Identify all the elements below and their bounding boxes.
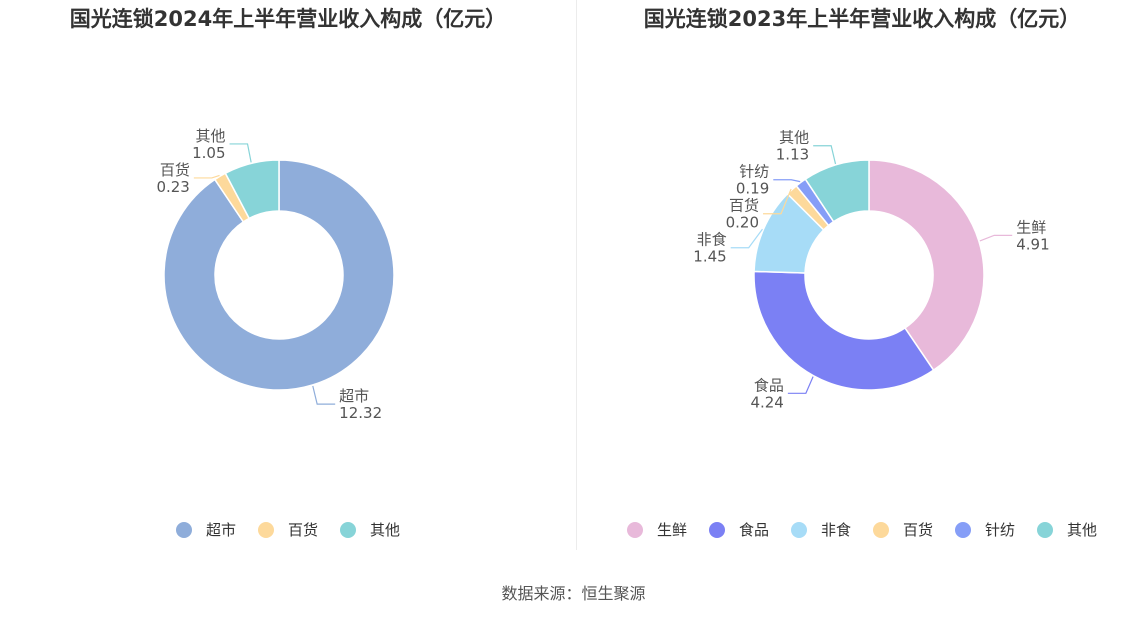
legend-item-生鲜[interactable]: 生鲜 <box>626 519 687 540</box>
slice-label-name: 食品 <box>754 376 784 394</box>
slice-label-value: 0.19 <box>736 180 769 198</box>
legend-dot-icon <box>873 521 889 538</box>
legend-item-其他[interactable]: 其他 <box>1037 519 1097 540</box>
chart-title: 国光连锁2023年上半年营业收入构成（亿元） <box>643 7 1081 31</box>
legend-dot-icon <box>1037 521 1054 538</box>
legend-label: 其他 <box>1067 521 1098 539</box>
panel-divider <box>576 0 577 550</box>
legend-dot-icon <box>257 521 274 538</box>
chart-legend: 生鲜 食品 非食 百货 针纺 其他 <box>577 519 1147 540</box>
label-line-其他 <box>229 143 252 163</box>
legend-label: 百货 <box>903 521 934 539</box>
label-line-百货 <box>193 174 220 179</box>
label-line-食品 <box>787 376 814 394</box>
label-line-针纺 <box>773 179 801 183</box>
legend-label: 非食 <box>820 521 851 539</box>
legend-label: 生鲜 <box>656 521 687 539</box>
legend-label: 百货 <box>287 521 318 539</box>
legend-label: 其他 <box>370 521 401 539</box>
legend-item-针纺[interactable]: 针纺 <box>955 519 1015 540</box>
slice-label-name: 针纺 <box>739 163 769 181</box>
slice-label-name: 百货 <box>729 197 759 215</box>
legend-label: 针纺 <box>985 521 1016 539</box>
legend-item-百货[interactable]: 百货 <box>873 519 933 540</box>
data-source: 数据来源：恒生聚源 <box>501 584 646 603</box>
slice-超市[interactable] <box>163 159 395 391</box>
slice-label-name: 生鲜 <box>1016 218 1046 236</box>
chart-legend: 超市 百货 其他 <box>0 519 576 540</box>
slice-食品[interactable] <box>753 270 935 391</box>
slice-label-value: 4.24 <box>750 393 783 411</box>
legend-item-超市[interactable]: 超市 <box>175 519 236 540</box>
chart-panel-2023: 国光连锁2023年上半年营业收入构成（亿元） 生鲜 4.91 食品 4.24 非食 1.4… <box>577 0 1147 550</box>
legend-dot-icon <box>708 521 725 538</box>
chart-title: 国光连锁2024年上半年营业收入构成（亿元） <box>69 7 507 31</box>
legend-dot-icon <box>340 521 356 538</box>
slice-label-name: 非食 <box>697 231 727 249</box>
label-line-百货 <box>763 188 792 215</box>
legend-item-百货[interactable]: 百货 <box>257 519 318 540</box>
legend-item-非食[interactable]: 非食 <box>790 519 851 540</box>
slice-其他[interactable] <box>224 159 280 220</box>
legend-dot-icon <box>790 521 807 538</box>
slice-label-name: 其他 <box>196 127 226 145</box>
slice-其他[interactable] <box>804 159 870 223</box>
slice-label-name: 百货 <box>160 161 190 179</box>
slice-label-value: 1.05 <box>192 144 225 162</box>
slice-label-name: 超市 <box>339 387 369 405</box>
label-line-其他 <box>813 145 837 165</box>
slice-label-value: 0.23 <box>156 178 189 196</box>
legend-item-食品[interactable]: 食品 <box>708 519 769 540</box>
slice-label-value: 0.20 <box>726 214 759 232</box>
legend-label: 食品 <box>738 521 769 539</box>
slice-label-value: 1.13 <box>776 146 809 164</box>
slice-label-value: 1.45 <box>693 248 726 266</box>
donut-chart-2023: 生鲜4.91 食品4.24 非食1.45 百货0.20 针纺0.19 其他1.13 <box>693 129 1049 412</box>
label-line-非食 <box>730 228 763 249</box>
slice-生鲜[interactable] <box>868 159 985 372</box>
legend-dot-icon <box>955 521 972 538</box>
chart-panel-2024: 国光连锁2024年上半年营业收入构成（亿元） 超市 12.32 百货 0.23 其他 1.… <box>0 0 576 550</box>
slice-label-value: 12.32 <box>339 404 382 422</box>
legend-dot-icon <box>626 521 643 538</box>
slice-label-value: 4.91 <box>1016 235 1049 253</box>
legend-item-其他[interactable]: 其他 <box>340 519 400 540</box>
label-line-生鲜 <box>979 234 1013 242</box>
legend-dot-icon <box>175 521 192 538</box>
legend-label: 超市 <box>205 521 236 539</box>
label-line-超市 <box>312 385 336 405</box>
slice-label-name: 其他 <box>779 129 809 147</box>
